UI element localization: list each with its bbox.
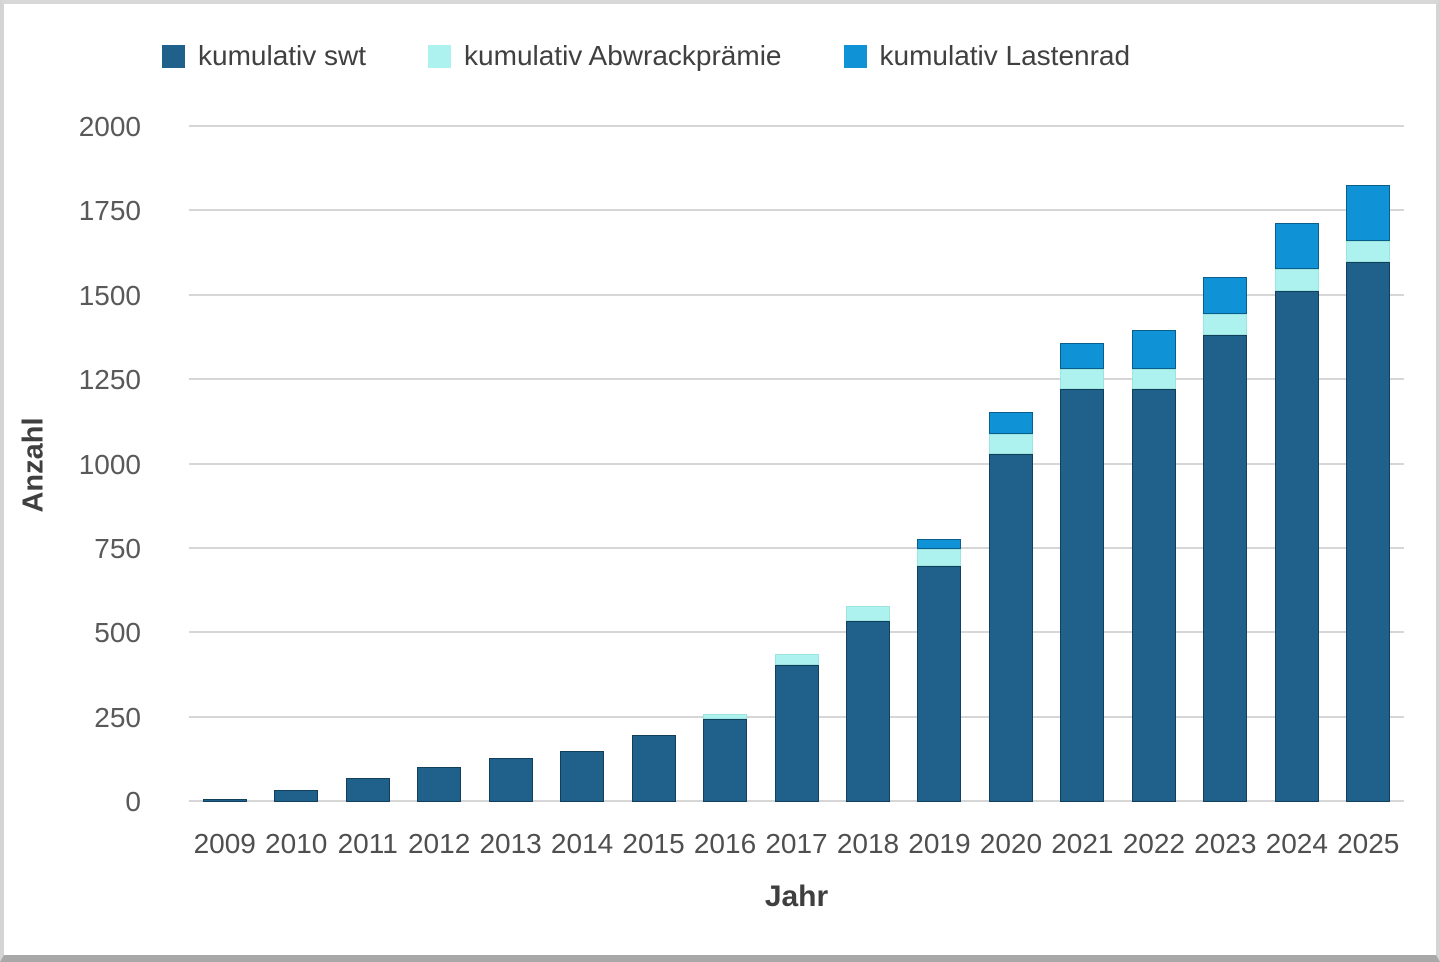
bar-2023-kumulativ-swt: [1203, 334, 1248, 802]
y-tick-250: 250: [94, 701, 141, 733]
legend-item-swt: kumulativ swt: [162, 40, 366, 72]
x-tick-2022: 2022: [1122, 828, 1185, 859]
bar-2016-kumulativ-swt: [703, 719, 748, 802]
bar-2012-kumulativ-swt: [417, 767, 462, 802]
y-tick-1000: 1000: [78, 448, 141, 480]
y-axis-tick-labels: 0 250 500 750 1000 1250 1500 1750 2000: [4, 111, 165, 817]
y-tick-0: 0: [125, 786, 141, 817]
bar-2018-kumulativ-swt: [845, 621, 890, 802]
bar-2019-kumulativ-abwrackprämie: [917, 548, 962, 566]
bar-2011-kumulativ-swt: [345, 778, 390, 802]
legend-item-abwrackpraemie: kumulativ Abwrackprämie: [428, 40, 782, 72]
bar-2024-kumulativ-swt: [1274, 290, 1319, 802]
bar-2015-kumulativ-swt: [631, 734, 676, 802]
bar-2025-kumulativ-abwrackprämie: [1346, 241, 1391, 262]
bar-2022-kumulativ-lastenrad: [1131, 329, 1176, 370]
bar-2025-kumulativ-swt: [1346, 262, 1391, 802]
legend-label-lastenrad: kumulativ Lastenrad: [879, 40, 1131, 71]
x-tick-2023: 2023: [1194, 828, 1257, 859]
bar-2013-kumulativ-swt: [488, 758, 533, 802]
y-tick-1500: 1500: [78, 279, 141, 311]
x-tick-2019: 2019: [908, 828, 971, 859]
bar-2019-kumulativ-lastenrad: [917, 538, 962, 549]
plot-area: [189, 125, 1404, 802]
x-tick-2018: 2018: [836, 828, 900, 859]
x-tick-2015: 2015: [622, 828, 685, 859]
bar-2022-kumulativ-swt: [1131, 388, 1176, 802]
bar-2024-kumulativ-lastenrad: [1274, 223, 1319, 269]
bar-2014-kumulativ-swt: [560, 751, 605, 802]
bar-2020-kumulativ-swt: [988, 454, 1033, 802]
x-tick-2011: 2011: [337, 828, 398, 859]
bar-2016-kumulativ-abwrackprämie: [703, 714, 748, 720]
y-tick-1750: 1750: [78, 195, 141, 227]
bar-2021-kumulativ-lastenrad: [1060, 343, 1105, 370]
x-tick-2014: 2014: [550, 828, 614, 859]
gridline-1750: [189, 209, 1404, 212]
legend-swatch-abwrackpraemie: [428, 44, 452, 68]
legend-label-abwrackpraemie: kumulativ Abwrackprämie: [464, 40, 782, 71]
x-tick-2021: 2021: [1051, 828, 1114, 859]
bar-2021-kumulativ-abwrackprämie: [1060, 369, 1105, 389]
bar-2009-kumulativ-swt: [202, 798, 247, 802]
bar-2025-kumulativ-lastenrad: [1346, 185, 1391, 242]
gridline-1500: [189, 293, 1404, 296]
legend: kumulativ swt kumulativ Abwrackprämie ku…: [162, 40, 1130, 72]
y-tick-1250: 1250: [78, 364, 141, 396]
bar-2017-kumulativ-swt: [774, 665, 819, 802]
figure: kumulativ swt kumulativ Abwrackprämie ku…: [4, 4, 1436, 955]
x-tick-2012: 2012: [407, 828, 471, 859]
gridline-1250: [189, 378, 1404, 381]
bar-2020-kumulativ-abwrackprämie: [988, 434, 1033, 455]
x-axis-title: Jahr: [764, 880, 829, 913]
bar-2024-kumulativ-abwrackprämie: [1274, 268, 1319, 291]
y-tick-500: 500: [94, 617, 141, 649]
x-tick-2013: 2013: [479, 828, 542, 859]
legend-label-swt: kumulativ swt: [198, 40, 367, 71]
x-axis-tick-labels: 2009 2010 2011 2012 2013 2014 2015 2016 2017 2018…: [189, 828, 1404, 868]
gridline-2000: [189, 125, 1404, 127]
bar-2019-kumulativ-swt: [917, 565, 962, 802]
y-tick-2000: 2000: [78, 111, 141, 142]
legend-swatch-lastenrad: [843, 44, 867, 68]
bar-2020-kumulativ-lastenrad: [988, 412, 1033, 435]
x-tick-2009: 2009: [193, 828, 256, 859]
x-tick-2024: 2024: [1265, 828, 1328, 859]
gridline-500: [189, 631, 1404, 634]
bar-2017-kumulativ-abwrackprämie: [774, 653, 819, 666]
bar-2023-kumulativ-lastenrad: [1203, 277, 1248, 315]
bar-2010-kumulativ-swt: [274, 790, 319, 802]
legend-swatch-swt: [162, 44, 185, 68]
bar-2021-kumulativ-swt: [1060, 388, 1105, 802]
bar-2018-kumulativ-abwrackprämie: [845, 606, 890, 622]
x-tick-2016: 2016: [693, 828, 757, 859]
bar-2022-kumulativ-abwrackprämie: [1131, 369, 1176, 389]
x-tick-2010: 2010: [265, 828, 328, 859]
gridline-1000: [189, 462, 1404, 465]
legend-item-lastenrad: kumulativ Lastenrad: [843, 40, 1131, 72]
y-axis-title: Anzahl: [17, 417, 50, 513]
x-tick-2025: 2025: [1337, 828, 1400, 859]
gridline-750: [189, 546, 1404, 549]
x-tick-2020: 2020: [979, 828, 1043, 859]
y-tick-750: 750: [94, 532, 141, 564]
x-tick-2017: 2017: [765, 828, 828, 859]
bar-2023-kumulativ-abwrackprämie: [1203, 314, 1248, 335]
